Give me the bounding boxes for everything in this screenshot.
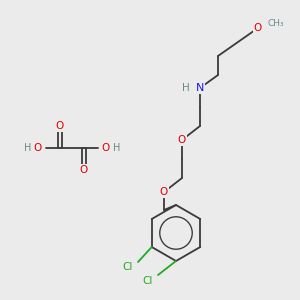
Text: CH₃: CH₃ xyxy=(268,20,285,28)
Text: Cl: Cl xyxy=(123,262,133,272)
Text: N: N xyxy=(196,83,204,93)
Text: O: O xyxy=(102,143,110,153)
Text: O: O xyxy=(34,143,42,153)
Text: H: H xyxy=(113,143,120,153)
Text: O: O xyxy=(254,23,262,33)
Text: O: O xyxy=(178,135,186,145)
Text: O: O xyxy=(80,165,88,175)
Text: O: O xyxy=(56,121,64,131)
Text: H: H xyxy=(24,143,31,153)
Text: H: H xyxy=(182,83,190,93)
Text: Cl: Cl xyxy=(143,276,153,286)
Text: O: O xyxy=(160,187,168,197)
